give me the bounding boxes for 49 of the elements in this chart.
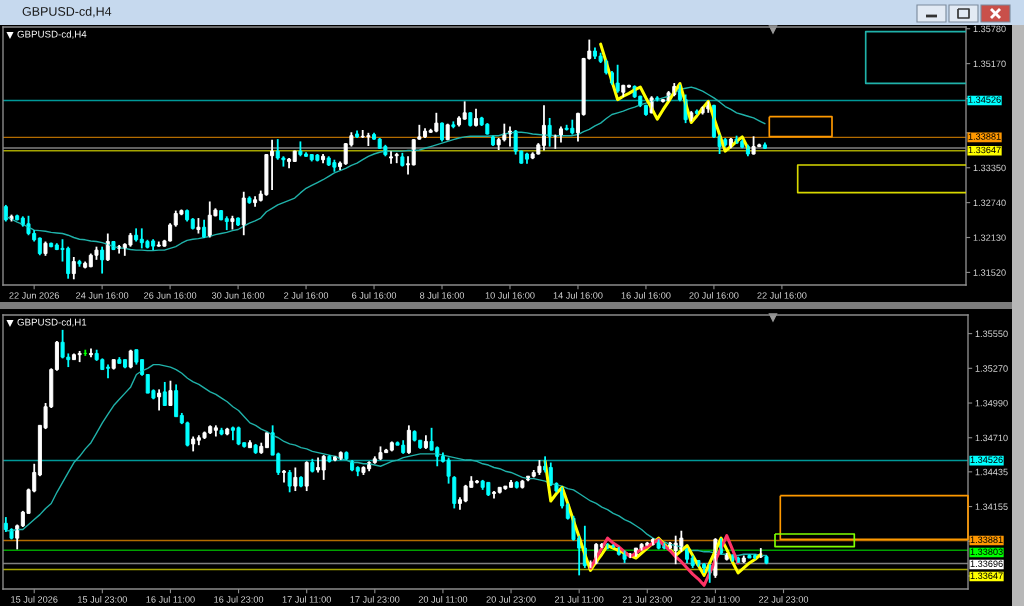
y-tick-label: 1.35550 [975, 330, 1008, 338]
ref-line-label: 1.33647 [970, 572, 1003, 579]
x-tick-label: 17 Jul 11:00 [282, 595, 331, 603]
x-tick-label: 16 Jul 11:00 [146, 595, 195, 603]
x-tick-label: 6 Jul 16:00 [352, 291, 397, 299]
ref-line-label: 1.33881 [970, 536, 1003, 543]
ref-line-label: 1.33881 [968, 133, 1001, 140]
y-tick-label: 1.31520 [973, 269, 1006, 276]
x-tick-label: 26 Jun 16:00 [144, 292, 197, 299]
candlestick [451, 120, 456, 130]
y-tick-label: 1.35780 [973, 25, 1006, 33]
text: GBPUSD-cd,H4 [22, 6, 112, 18]
x-tick-label: 8 Jul 16:00 [419, 291, 465, 299]
x-tick-label: 16 Jul 23:00 [214, 595, 264, 603]
y-tick-label: 1.35170 [973, 60, 1006, 68]
ref-line-label: 1.34526 [968, 96, 1001, 103]
x-tick-label: 14 Jul 16:00 [553, 291, 603, 299]
x-tick-label: 20 Jul 11:00 [418, 595, 468, 603]
y-tick-label: 1.34990 [975, 399, 1008, 407]
x-tick-label: 22 Jul 23:00 [759, 595, 809, 603]
x-tick-label: 24 Jun 16:00 [76, 292, 129, 299]
y-tick-label: 1.32130 [973, 234, 1006, 241]
ref-line-label: 1.33803 [970, 548, 1003, 555]
x-tick-label: 21 Jul 11:00 [554, 595, 604, 603]
x-tick-label: 16 Jul 16:00 [621, 291, 671, 299]
x-tick-label: 20 Jul 16:00 [689, 291, 739, 299]
x-tick-label: 22 Jun 2026 [9, 292, 59, 299]
x-tick-label: 2 Jul 16:00 [284, 291, 329, 299]
x-tick-label: 22 Jul 16:00 [757, 291, 807, 299]
y-tick-label: 1.35270 [975, 365, 1008, 372]
x-tick-label: 30 Jun 16:00 [211, 292, 265, 299]
y-tick-label: 1.34155 [975, 503, 1008, 510]
ref-line-label: 1.34526 [970, 456, 1003, 464]
ref-line-label: 1.33696 [970, 560, 1003, 567]
x-tick-label: 10 Jul 16:00 [485, 291, 535, 299]
ref-line-label: 1.33647 [968, 146, 1001, 154]
x-tick-label: 20 Jul 23:00 [486, 595, 536, 603]
x-tick-label: 21 Jul 23:00 [622, 595, 672, 603]
x-tick-label: 22 Jul 11:00 [691, 595, 740, 603]
candlestick [168, 379, 173, 407]
chart-title: GBPUSD-cd,H1 [17, 318, 87, 327]
y-tick-label: 1.33350 [973, 164, 1006, 172]
y-tick-label: 1.34710 [975, 434, 1008, 442]
x-tick-label: 15 Jul 2026 [11, 595, 58, 603]
x-tick-label: 17 Jul 23:00 [350, 595, 400, 603]
chart-title: GBPUSD-cd,H4 [17, 30, 87, 39]
y-tick-label: 1.32740 [973, 199, 1006, 207]
x-tick-label: 15 Jul 23:00 [78, 595, 127, 603]
y-tick-label: 1.34435 [975, 468, 1008, 476]
